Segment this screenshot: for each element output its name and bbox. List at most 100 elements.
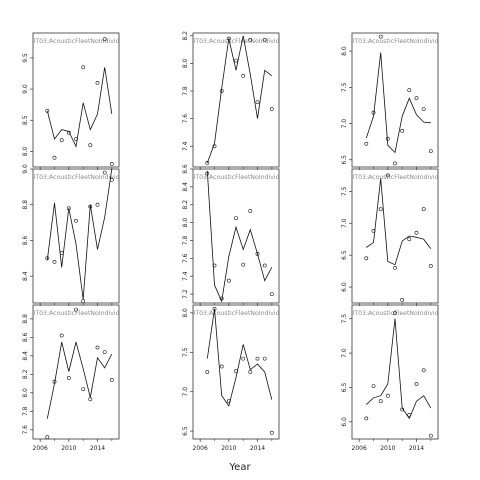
series-line: [366, 178, 432, 266]
y-tick-label: 7.5: [341, 82, 348, 92]
data-point: [95, 202, 100, 207]
data-point: [262, 356, 267, 361]
data-point: [421, 207, 426, 212]
data-point: [52, 379, 57, 384]
series-line: [46, 169, 113, 300]
data-point: [81, 65, 86, 70]
x-tick-label: 2014: [90, 445, 105, 452]
series-line: [365, 52, 431, 154]
series-line: [46, 341, 113, 419]
panel-title: IT03:AcousticFleetNoIndividuals: [194, 310, 293, 317]
y-tick-label: 8.2: [22, 369, 29, 379]
data-point: [52, 259, 57, 264]
y-tick-label: 6.5: [341, 250, 348, 260]
data-point: [102, 350, 107, 355]
data-point: [205, 171, 210, 176]
y-tick-label: 7.0: [182, 387, 189, 397]
data-point: [241, 262, 246, 267]
data-point: [262, 263, 267, 268]
y-tick-label: 7.0: [341, 119, 348, 129]
data-point: [59, 138, 64, 143]
data-point: [269, 292, 274, 297]
panel-frame: [192, 168, 280, 304]
y-tick-label: 9.5: [22, 53, 29, 63]
data-point: [102, 170, 107, 175]
series-line: [46, 67, 113, 148]
data-point: [234, 216, 238, 221]
y-tick-label: 8.0: [22, 388, 29, 398]
panel-title: IT03:AcousticFleetNoIndividuals: [34, 38, 133, 45]
data-point: [414, 382, 419, 386]
y-tick-label: 8.8: [22, 200, 29, 210]
y-tick-label: 8.8: [22, 314, 29, 324]
data-point: [59, 333, 64, 338]
y-tick-label: 7.5: [182, 347, 189, 357]
panel-title: IT03:AcousticFleetNoIndividuals: [34, 174, 133, 181]
data-point: [400, 128, 405, 133]
y-tick-label: 8.0: [182, 308, 189, 318]
y-tick-label: 8.0: [341, 46, 348, 56]
data-point: [45, 256, 50, 261]
y-tick-label: 6.5: [341, 383, 348, 393]
data-point: [109, 161, 114, 166]
series-line: [206, 35, 273, 164]
panel-title: IT03:AcousticFleetNoIndividuals: [194, 38, 293, 45]
series-line: [206, 308, 273, 407]
panel-frame: [32, 168, 120, 304]
data-point: [385, 173, 390, 178]
y-tick-label: 7.6: [182, 253, 189, 263]
data-point: [414, 230, 419, 235]
data-point: [371, 228, 376, 233]
y-tick-label: 8.4: [22, 351, 29, 361]
data-point: [407, 412, 412, 417]
data-point: [74, 137, 78, 141]
data-point: [95, 345, 100, 350]
data-point: [269, 430, 274, 435]
panel-title: IT03:AcousticFleetNoIndividuals: [353, 38, 452, 45]
y-tick-label: 8.6: [182, 164, 189, 174]
data-point: [255, 356, 260, 361]
data-point: [414, 96, 419, 101]
data-point: [88, 204, 93, 209]
panel-frame: [351, 168, 439, 304]
y-tick-label: 8.4: [22, 271, 29, 281]
data-point: [66, 130, 71, 135]
y-tick-label: 9.0: [22, 164, 29, 174]
data-point: [255, 100, 260, 105]
data-point: [81, 299, 86, 304]
data-point: [400, 297, 405, 302]
data-point: [428, 149, 433, 154]
data-point: [226, 278, 231, 283]
data-point: [212, 144, 217, 149]
x-tick-label: 2014: [409, 445, 424, 452]
data-point: [226, 36, 231, 41]
panel-8: IT03:AcousticFleetNoIndividuals 6.5 7.0 7.5…: [182, 304, 293, 452]
y-tick-label: 7.4: [182, 141, 189, 151]
x-tick-label: 2010: [61, 445, 76, 452]
y-tick-label: 6.0: [341, 282, 348, 292]
data-point: [269, 107, 274, 111]
data-point: [74, 218, 78, 223]
y-tick-label: 7.8: [182, 86, 189, 96]
data-point: [371, 384, 376, 389]
y-tick-label: 8.0: [182, 58, 189, 68]
data-point: [241, 73, 246, 78]
panel-frame: [192, 304, 280, 440]
data-point: [378, 399, 383, 404]
x-tick-label: 2006: [193, 445, 208, 452]
data-point: [45, 435, 50, 440]
y-tick-label: 6.0: [341, 417, 348, 427]
data-point: [212, 306, 217, 311]
data-point: [371, 110, 376, 115]
y-tick-label: 8.6: [22, 236, 29, 246]
data-point: [52, 155, 57, 160]
data-point: [205, 370, 210, 374]
data-point: [205, 160, 210, 165]
panel-frame: [192, 32, 280, 168]
data-point: [88, 143, 93, 148]
data-point: [378, 34, 383, 39]
panel-3: IT03:AcousticFleetNoIndividuals 6.5 7.0 7.5…: [341, 32, 452, 170]
panel-5: IT03:AcousticFleetNoIndividuals 7.2 7.4 7.6…: [182, 164, 280, 306]
data-point: [219, 89, 224, 93]
panel-title: IT03:AcousticFleetNoIndividuals: [353, 310, 452, 317]
